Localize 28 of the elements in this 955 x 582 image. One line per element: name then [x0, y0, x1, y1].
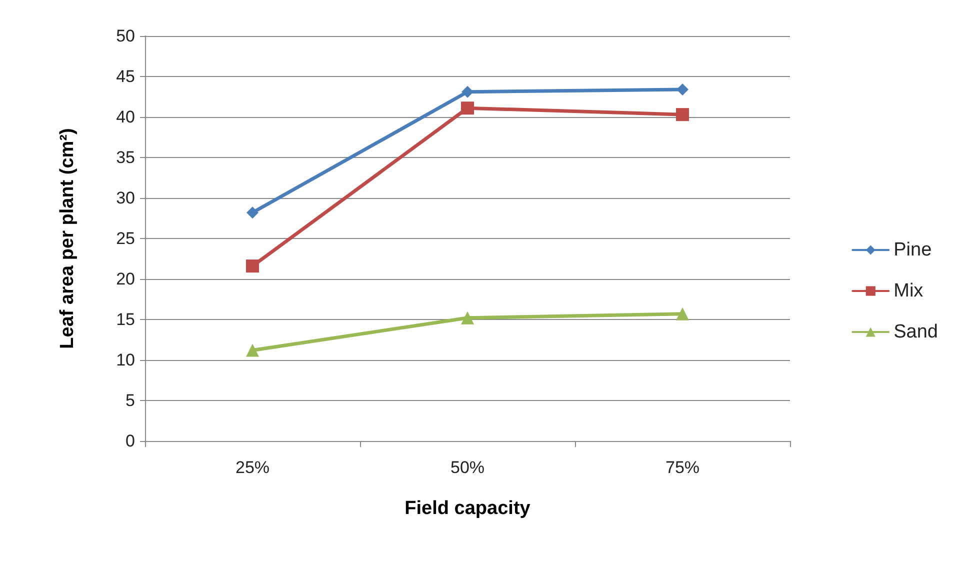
legend-label: Sand [894, 322, 938, 342]
point [246, 260, 259, 273]
point [246, 344, 259, 357]
point [461, 102, 474, 115]
y-tick-label: 30 [116, 188, 135, 208]
y-tick-label: 5 [126, 391, 135, 410]
point [462, 86, 474, 98]
legend-label: Mix [894, 280, 924, 302]
y-tick-label: 50 [116, 26, 135, 46]
y-tick-label: 35 [116, 148, 135, 167]
point [676, 108, 689, 122]
x-tick-label: 25% [235, 458, 270, 477]
point [676, 307, 689, 320]
point [676, 83, 688, 96]
y-tick-label: 45 [116, 67, 135, 86]
y-tick-label: 25 [116, 229, 135, 248]
y-tick-label: 0 [126, 432, 135, 450]
point [461, 311, 474, 324]
x-tick-label: 50% [450, 458, 485, 477]
x-axis-title: Field capacity [404, 498, 531, 519]
y-tick-label: 40 [116, 108, 135, 126]
y-tick-label: 10 [116, 350, 135, 370]
y-tick-label: 20 [116, 270, 135, 288]
x-tick-label: 75% [665, 458, 700, 477]
legend-label: Pine [894, 240, 932, 260]
y-tick-label: 15 [116, 310, 135, 329]
y-axis-title: Leaf area per plant (cm²) [57, 128, 78, 349]
point [246, 206, 258, 219]
